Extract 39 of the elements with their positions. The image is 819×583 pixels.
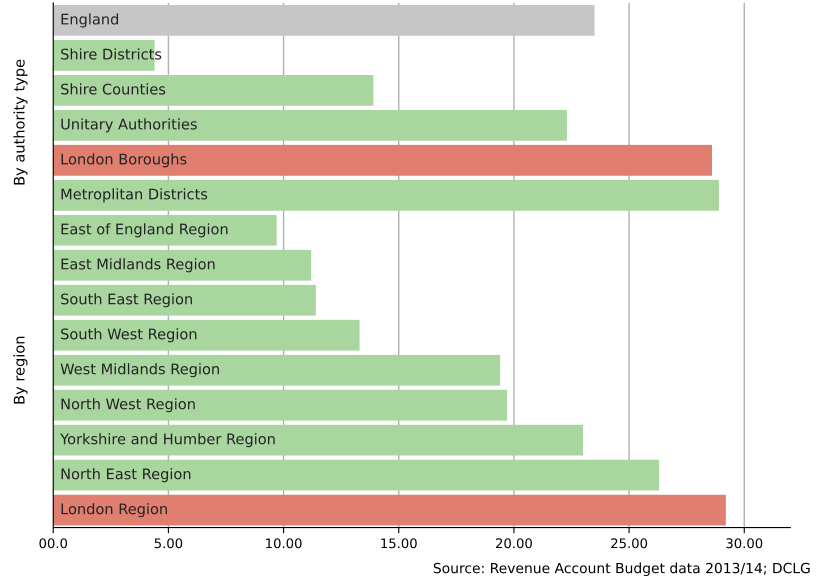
y-tick-label: Unitary Authorities — [61, 118, 197, 132]
x-tick-label: 30.00 — [726, 538, 762, 548]
y-tick-label: Metroplitan Districts — [62, 188, 208, 202]
x-tick-label: 00.0 — [39, 538, 68, 548]
x-tick-label: 5.00 — [154, 538, 182, 548]
x-tick-label: 10.00 — [266, 538, 302, 548]
bar — [53, 214, 277, 246]
bar — [53, 320, 360, 351]
x-tick-label: 15.00 — [381, 538, 417, 548]
bar — [53, 354, 500, 386]
y-tick-label: Yorkshire and Humber Region — [60, 433, 275, 448]
y-tick-label: North West Region — [62, 398, 195, 412]
bar — [53, 144, 712, 176]
y-tick-label: East Midlands Region — [62, 258, 215, 272]
bar — [53, 250, 312, 281]
y-tick-label: South West Region — [61, 328, 196, 342]
y-tick-label: East of England Region — [62, 223, 228, 238]
x-tick-label: 20.00 — [496, 538, 532, 548]
y-tick-label: London Boroughs — [62, 153, 186, 168]
source-note: Source: Revenue Account Budget data 2013/14; DCLG — [434, 562, 810, 576]
bar — [53, 460, 660, 491]
bar — [53, 110, 567, 141]
y-tick-label: London Region — [62, 503, 167, 518]
x-tick-label: 25.00 — [611, 538, 648, 548]
y-tick-label: North East Region — [62, 468, 190, 482]
bar — [53, 390, 508, 421]
y-tick-label: Shire Districts — [61, 48, 162, 60]
text: By region — [13, 336, 28, 404]
y-tick-label: South East Region — [61, 293, 192, 308]
bar — [53, 74, 374, 106]
y-tick-label: England — [62, 13, 118, 28]
bar — [53, 5, 595, 36]
bar — [53, 284, 316, 316]
bar — [53, 494, 726, 526]
bar — [53, 180, 719, 211]
y-tick-label: Shire Counties — [61, 83, 166, 95]
text: By authority type — [13, 60, 28, 184]
y-tick-label: West Midlands Region — [60, 363, 219, 378]
bar — [53, 424, 584, 456]
